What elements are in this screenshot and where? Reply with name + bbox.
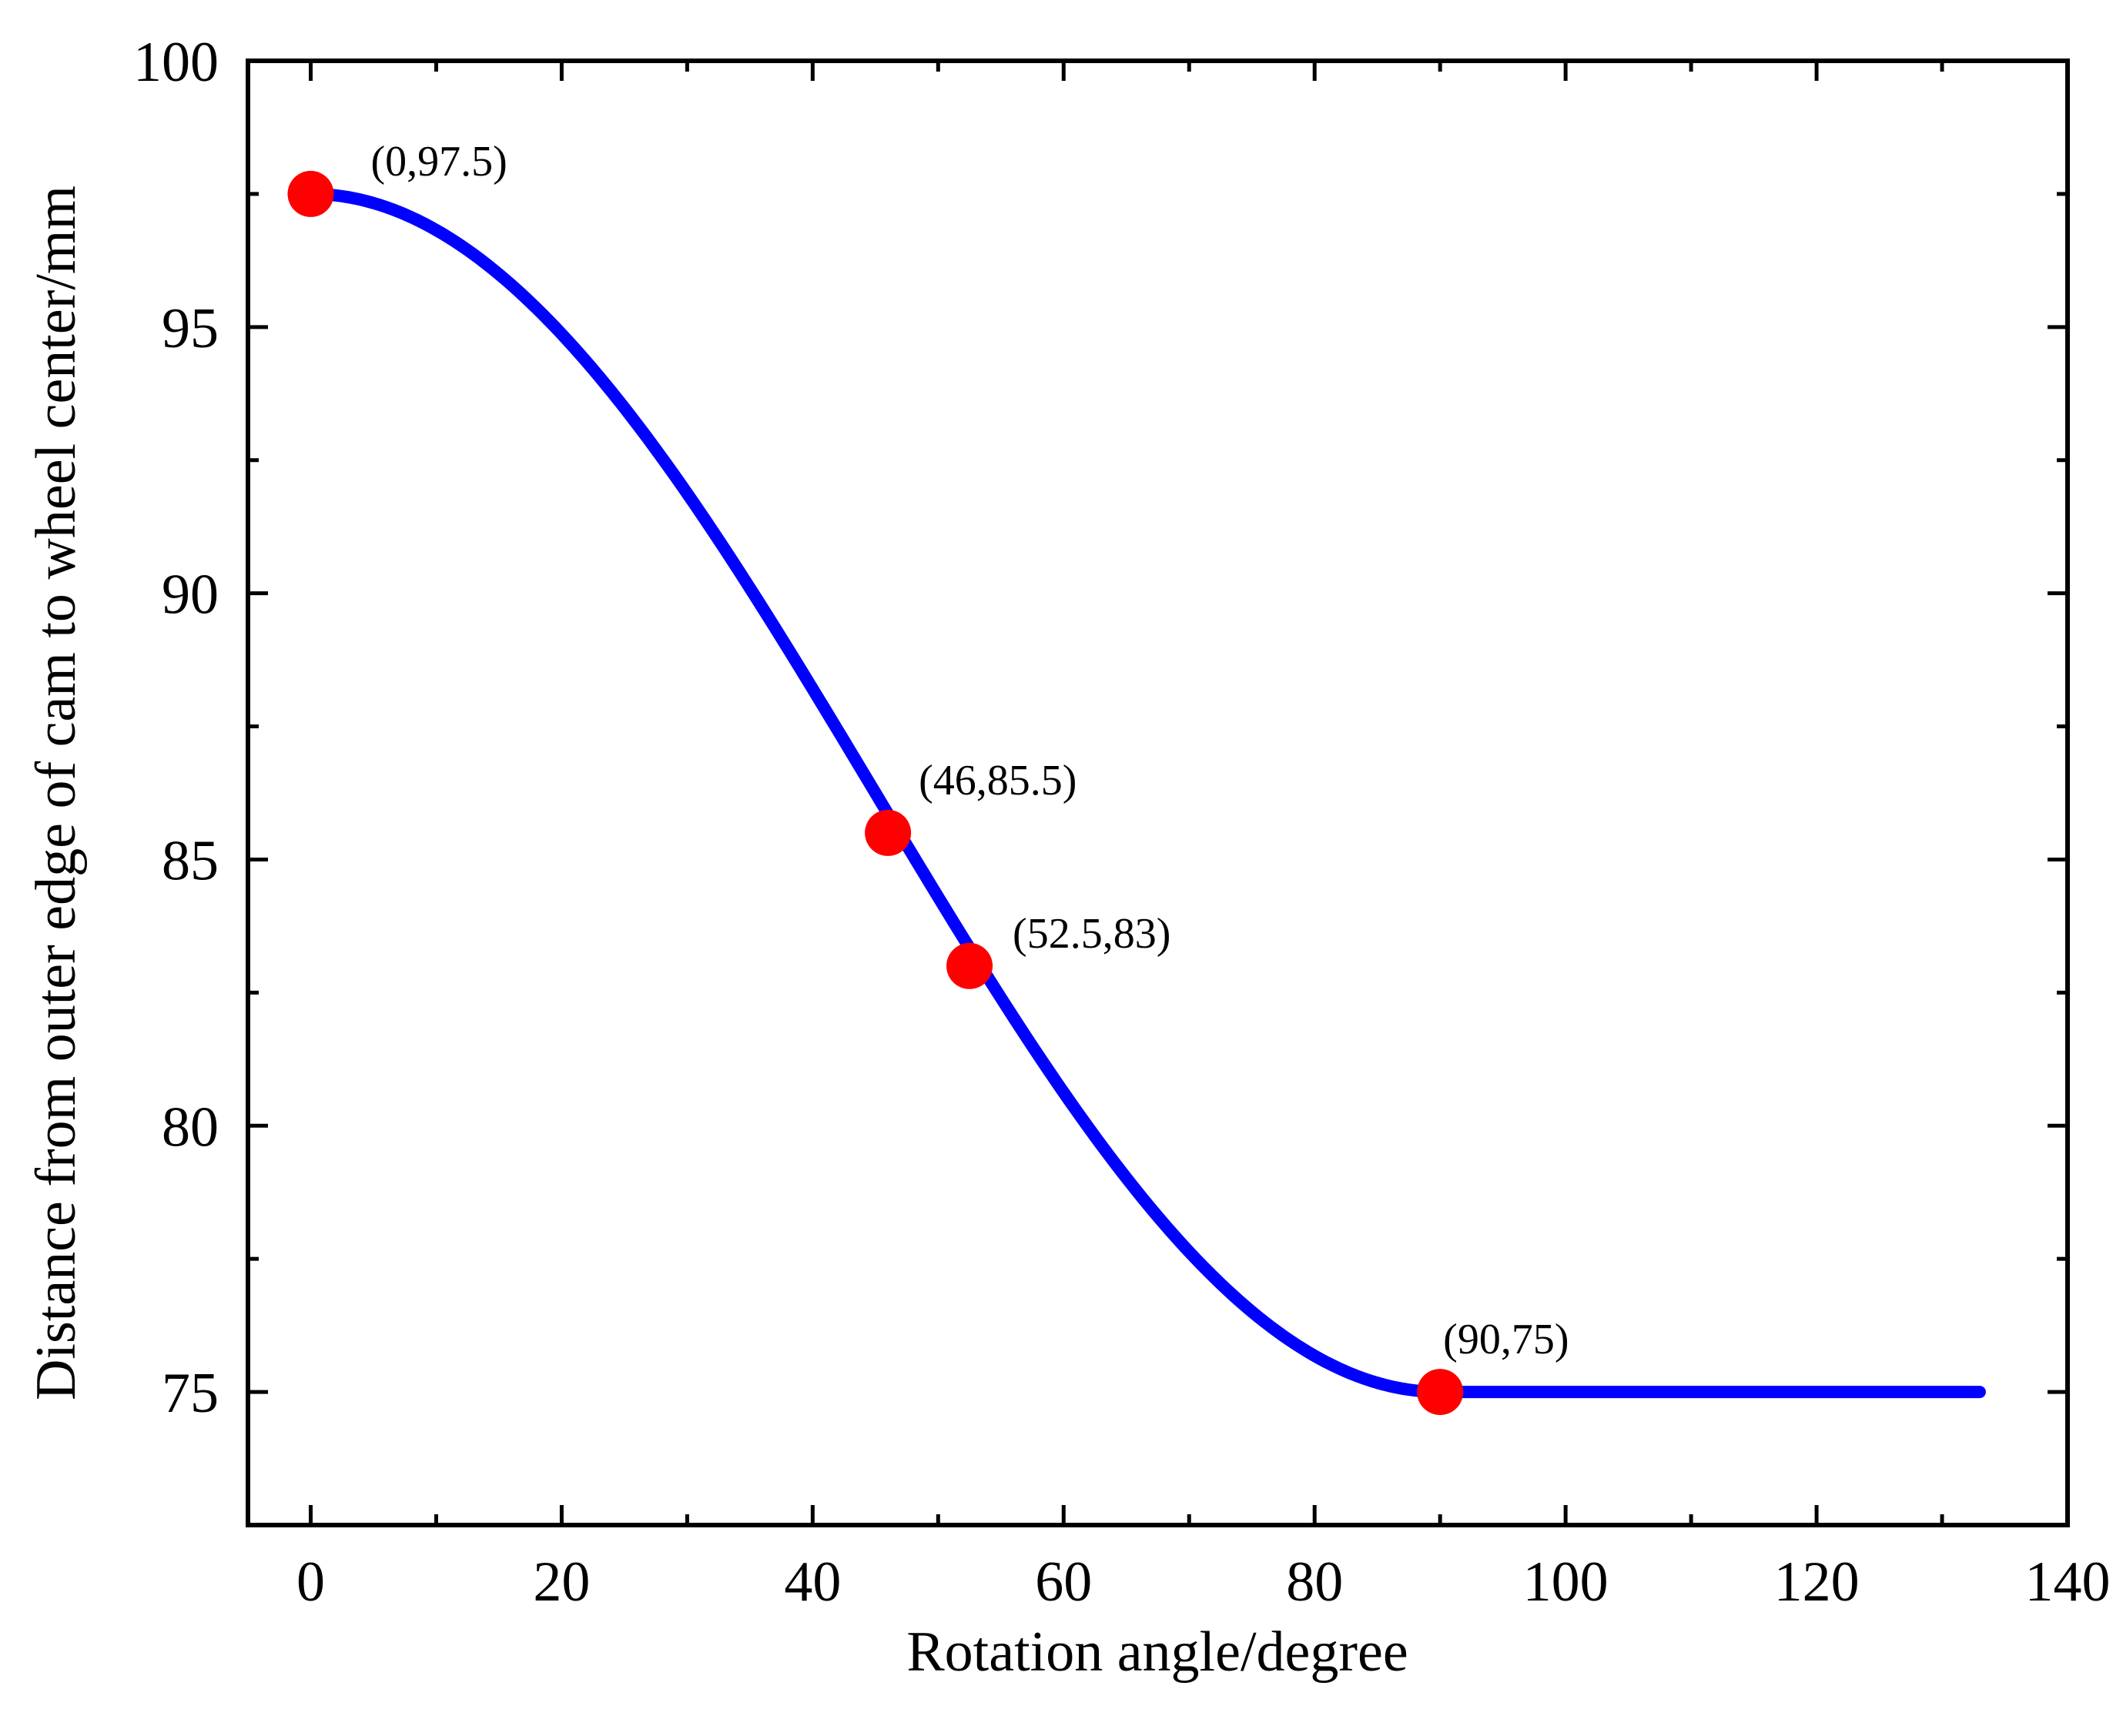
data-point-marker xyxy=(287,170,334,217)
x-axis-ticks xyxy=(308,61,2070,1525)
y-axis-tick-labels: 75 80 85 90 95 100 xyxy=(133,31,219,1425)
y-tick-label: 90 xyxy=(162,564,219,627)
y-axis-ticks xyxy=(248,59,2068,1394)
y-tick-label: 100 xyxy=(133,31,219,94)
x-tick-label: 100 xyxy=(1523,1550,1609,1614)
data-point-labels: (0,97.5) (46,85.5) (52.5,83) (90,75) xyxy=(370,138,1569,1363)
x-tick-label: 80 xyxy=(1286,1550,1343,1614)
data-point-marker xyxy=(1417,1369,1464,1416)
y-tick-label: 85 xyxy=(162,829,219,892)
x-axis-tick-labels: 0 20 40 60 80 100 120 140 xyxy=(296,1550,2111,1614)
data-point-label: (52.5,83) xyxy=(1013,910,1170,958)
x-tick-label: 140 xyxy=(2025,1550,2111,1614)
x-tick-label: 40 xyxy=(784,1550,841,1614)
data-point-label: (90,75) xyxy=(1443,1316,1569,1363)
plot-frame xyxy=(246,59,2070,1527)
data-point-marker xyxy=(946,942,993,989)
y-tick-label: 75 xyxy=(162,1362,219,1425)
data-point-label: (46,85.5) xyxy=(919,757,1077,804)
data-point-label: (0,97.5) xyxy=(370,138,507,186)
data-curve xyxy=(304,187,1986,1399)
x-tick-label: 60 xyxy=(1035,1550,1092,1614)
y-axis-title: Distance from outer edge of cam to wheel… xyxy=(25,186,88,1400)
y-tick-label: 95 xyxy=(162,297,219,360)
x-tick-label: 20 xyxy=(533,1550,590,1614)
data-point-marker xyxy=(865,809,912,856)
data-points xyxy=(287,170,1464,1416)
x-tick-label: 120 xyxy=(1774,1550,1860,1614)
x-tick-label: 0 xyxy=(296,1550,325,1614)
y-tick-label: 80 xyxy=(162,1095,219,1159)
x-axis-title: Rotation angle/degree xyxy=(906,1621,1408,1684)
